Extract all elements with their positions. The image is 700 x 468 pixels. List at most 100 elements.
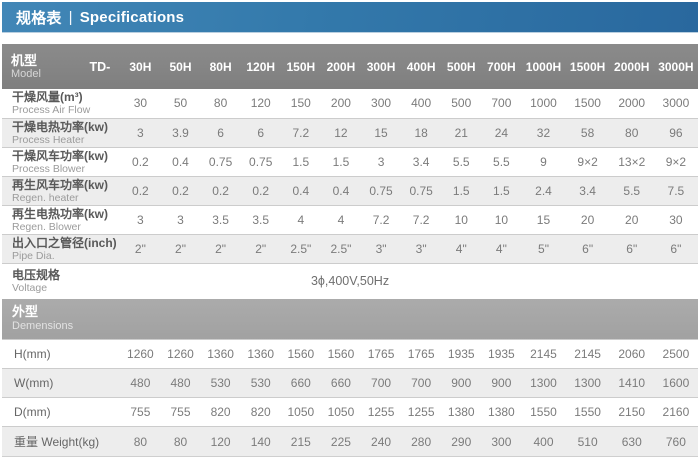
- spec-cell: 3: [137, 125, 144, 140]
- dimension-cell: 660: [330, 376, 351, 390]
- dimension-cell: 1765: [367, 347, 395, 361]
- spec-cell: 1.5: [332, 154, 350, 169]
- model-col-header: 3000H: [658, 59, 694, 74]
- dimension-cell: 700: [371, 376, 392, 390]
- spec-cell: 0.2: [132, 183, 149, 198]
- dimension-cell: 1560: [327, 347, 355, 361]
- dimension-cell: 1300: [530, 376, 557, 390]
- row-label-en: Pipe Dia.: [12, 249, 55, 262]
- spec-cell: 10: [454, 212, 468, 227]
- spec-cell: 32: [536, 125, 551, 140]
- dimension-cell: 1550: [530, 405, 557, 419]
- dimension-cell: 1260: [127, 347, 154, 361]
- dimension-cell: 1600: [662, 376, 690, 390]
- dimension-cell: 900: [491, 376, 512, 390]
- spec-cell: 2": [175, 241, 186, 256]
- model-col-header: 30H: [129, 59, 152, 74]
- spec-cell: 3.9: [172, 125, 189, 140]
- spec-row: 出入口之管径(inch) Pipe Dia. 2" 2" 2" 2" 2.5" 2.5" 3" 3…: [2, 234, 698, 263]
- dimension-cell: 630: [621, 434, 642, 449]
- spec-cell: 7.2: [412, 212, 430, 227]
- spec-cell: 1.5: [493, 183, 510, 198]
- row-label-en: Process Air Flow: [12, 104, 91, 117]
- spec-cell: 9×2: [577, 154, 598, 169]
- spec-cell: 3": [375, 241, 387, 256]
- spec-cell: 20: [625, 212, 639, 227]
- row-label-zh: 干燥电热功率(kw): [12, 119, 109, 134]
- spec-cell: 0.4: [332, 183, 350, 198]
- spec-cell: 5.5: [623, 183, 641, 198]
- spec-cell: 0.4: [172, 154, 189, 169]
- spec-cell: 9: [540, 154, 547, 169]
- row-label-zh: 再生电热功率(kw): [12, 206, 109, 221]
- dimension-cell: 700: [411, 376, 432, 390]
- voltage-label-zh: 电压规格: [12, 268, 61, 282]
- spec-cell: 9×2: [665, 154, 687, 169]
- spec-cell: 21: [454, 125, 468, 140]
- dimension-cell: 660: [290, 376, 311, 390]
- dimension-cell: 510: [577, 434, 598, 449]
- dimension-cell: 2150: [618, 405, 646, 419]
- voltage-value: 3ϕ,400V,50Hz: [310, 274, 390, 288]
- row-label-cell: 干燥风车功率(kw) Process Blower: [2, 147, 120, 176]
- spec-row: 再生电热功率(kw) Regen. Blower 3 3 3.5 3.5 4 4 7.2 7.2 1…: [2, 205, 698, 234]
- model-col-header: 120H: [246, 59, 276, 74]
- dimension-cell: 755: [130, 405, 151, 419]
- model-col-header: 1500H: [569, 59, 606, 74]
- model-label-zh: 机型: [11, 52, 38, 68]
- spec-cell: 1000: [530, 96, 557, 111]
- dimension-cell: 2145: [530, 347, 557, 361]
- spec-cell: 96: [669, 125, 683, 140]
- spec-cell: 2": [255, 241, 267, 256]
- dimension-cell: 755: [170, 405, 191, 419]
- dimension-cell: 1255: [407, 405, 435, 419]
- spec-cell: 0.4: [292, 183, 310, 198]
- spec-cell: 0.75: [409, 183, 433, 198]
- dimension-cell: 1255: [367, 405, 395, 419]
- model-label-cell: 机型 Model TD-: [2, 44, 120, 89]
- spec-cell: 3.4: [412, 154, 430, 169]
- voltage-label-cell: 电压规格 Voltage: [2, 268, 60, 294]
- spec-cell: 3.4: [579, 183, 596, 198]
- spec-table: 机型 Model TD- 30H 50H 80H 120H 150H 200H 300H 40…: [2, 44, 698, 457]
- row-label-en: Process Blower: [12, 162, 85, 175]
- dimension-cell: 120: [210, 434, 231, 449]
- dimension-cell: 480: [170, 376, 191, 390]
- dimension-cell: 140: [250, 434, 271, 449]
- spec-cell: 5": [538, 241, 549, 256]
- title-bar: 规格表 | Specifications: [2, 2, 698, 33]
- dimension-cell: 2145: [574, 347, 601, 361]
- dimension-cell: 215: [290, 434, 311, 449]
- dimension-cell: 820: [250, 405, 271, 419]
- dimension-cell: 1560: [287, 347, 315, 361]
- spec-cell: 200: [330, 96, 351, 111]
- spec-cell: 15: [536, 212, 551, 227]
- spec-cell: 3: [137, 212, 144, 227]
- spec-cell: 0.2: [172, 183, 189, 198]
- model-col-header: 80H: [209, 59, 232, 74]
- dimensions-label-en: Demensions: [12, 320, 74, 333]
- spec-cell: 18: [414, 125, 428, 140]
- dimension-cell: 820: [210, 405, 231, 419]
- spec-cell: 6: [217, 125, 224, 140]
- spec-cell: 1.5: [292, 154, 310, 169]
- dimension-cell: 2060: [618, 347, 646, 361]
- dimensions-header-cell: 外型 Demensions: [2, 299, 698, 340]
- dimension-cell: 1380: [447, 405, 475, 419]
- model-header-row: 机型 Model TD- 30H 50H 80H 120H 150H 200H 300H 40…: [2, 44, 698, 89]
- spec-cell: 30: [133, 96, 148, 111]
- dimension-cell: 530: [250, 376, 271, 390]
- dimension-cell: 240: [371, 434, 392, 449]
- spec-cell: 58: [580, 125, 595, 140]
- spec-cell: 0.2: [252, 183, 270, 198]
- dimension-row: D(mm) 755 755 820 820 1050 1050 1255 1255 1380 138…: [2, 397, 698, 427]
- spec-cell: 6": [670, 241, 682, 256]
- model-col-header: 2000H: [614, 59, 650, 74]
- spec-cell: 24: [494, 125, 509, 140]
- spec-cell: 700: [491, 96, 512, 111]
- spec-cell: 3000: [662, 96, 690, 111]
- spec-cell: 6": [626, 241, 638, 256]
- dimension-cell: 400: [533, 434, 554, 449]
- dimension-cell: 225: [330, 434, 351, 449]
- model-col-header: 300H: [366, 59, 396, 74]
